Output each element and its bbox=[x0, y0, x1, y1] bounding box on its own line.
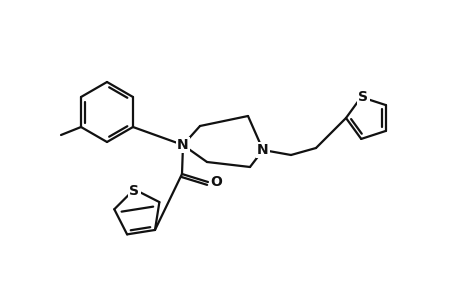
Text: S: S bbox=[129, 184, 139, 198]
Text: N: N bbox=[257, 143, 268, 157]
Text: N: N bbox=[177, 138, 188, 152]
Text: S: S bbox=[358, 90, 367, 104]
Text: O: O bbox=[210, 175, 221, 189]
